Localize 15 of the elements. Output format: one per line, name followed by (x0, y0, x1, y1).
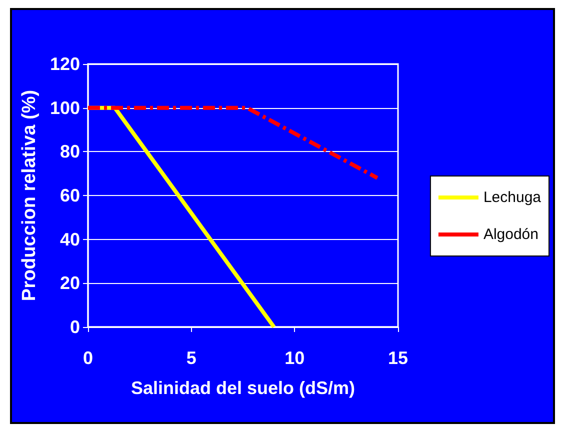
x-tick-label: 5 (186, 348, 196, 368)
y-tick-label: 100 (50, 98, 80, 118)
x-axis-title: Salinidad del suelo (dS/m) (130, 378, 356, 398)
y-axis-title: Produccion relativa (%) (19, 90, 40, 302)
legend-label: Algodón (483, 226, 539, 243)
y-tick-label: 40 (60, 229, 80, 250)
y-tick-label: 60 (60, 186, 80, 206)
x-tick-label: 15 (388, 348, 408, 368)
y-tick-label: 0 (70, 317, 80, 337)
x-tick-label: 10 (284, 348, 305, 368)
y-tick-label: 120 (50, 54, 80, 74)
y-tick-label: 80 (60, 142, 80, 162)
x-tick-label: 0 (82, 348, 94, 368)
legend-label: Lechuga (483, 189, 542, 206)
y-tick-label: 20 (60, 273, 80, 294)
